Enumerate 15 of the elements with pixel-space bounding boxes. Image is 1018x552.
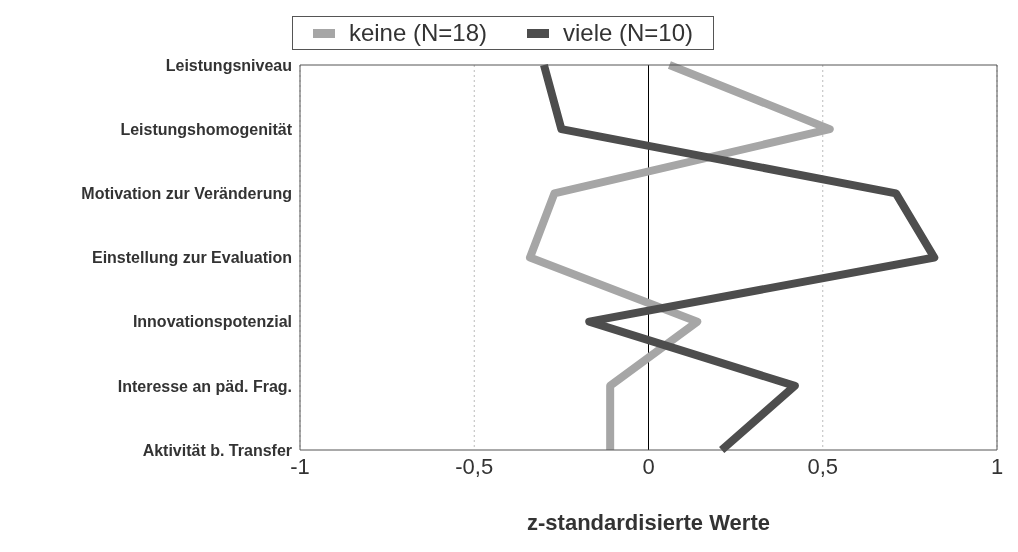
y-tick-label: Einstellung zur Evaluation	[91, 249, 292, 267]
y-tick-label: Leistungshomogenität	[120, 120, 293, 138]
y-tick-label: Innovationspotenzial	[132, 313, 292, 331]
y-tick-label: Aktivität b. Transfer	[142, 441, 292, 459]
x-tick-label: 1	[990, 453, 1004, 479]
x-tick-label: 0	[642, 453, 655, 479]
legend-label: keine (N=18)	[347, 19, 487, 47]
y-tick-label: Interesse an päd. Frag.	[117, 377, 292, 395]
y-tick-label: Leistungsniveau	[165, 56, 292, 74]
x-tick-label: -1	[290, 453, 310, 479]
y-tick-label: Motivation zur Veränderung	[81, 185, 292, 203]
x-tick-label: -0,5	[455, 453, 494, 479]
x-tick-label: 0,5	[807, 453, 839, 479]
x-axis-title: z-standardisierte Werte	[527, 510, 770, 535]
legend-label: viele (N=10)	[562, 19, 694, 47]
